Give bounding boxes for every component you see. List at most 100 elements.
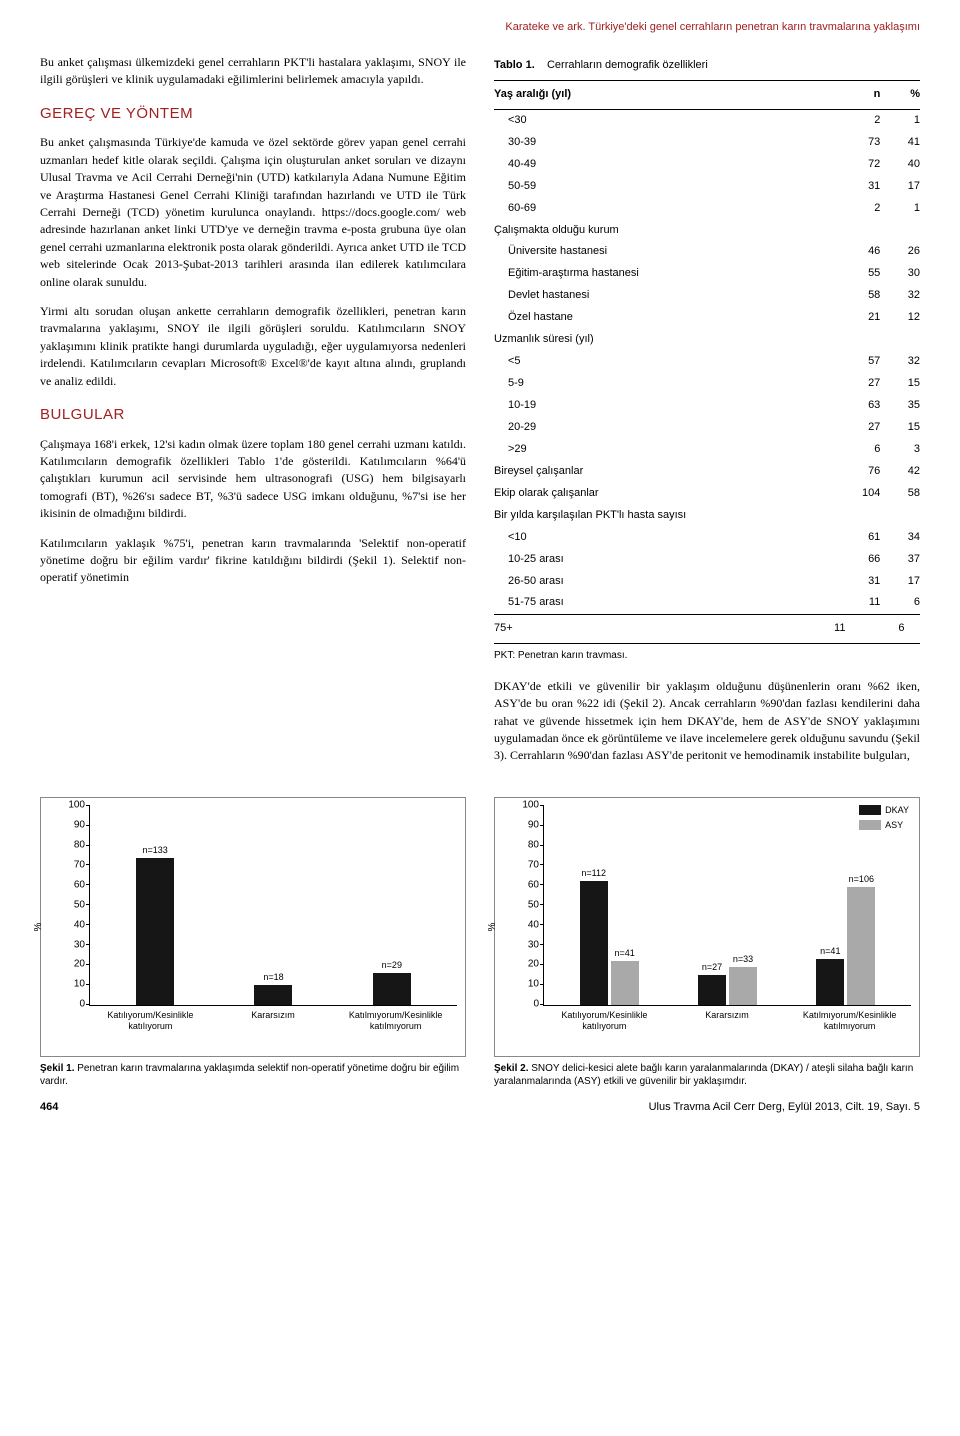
td-label: >29 [494, 439, 834, 461]
table-body: <302130-39734140-49724050-59311760-6921Ç… [494, 109, 920, 615]
table-row: <55732 [494, 351, 920, 373]
table-row: 20-292715 [494, 417, 920, 439]
xlabel: Kararsızım [666, 1010, 789, 1032]
ytick-mark [540, 984, 544, 985]
table-row: 26-50 arası3117 [494, 571, 920, 593]
td-label: <5 [494, 351, 834, 373]
table-row: 60-6921 [494, 198, 920, 220]
td-p: 1 [898, 109, 920, 131]
td-p: 32 [898, 285, 920, 307]
section-results: BULGULAR [40, 404, 466, 426]
ytick-mark [86, 864, 90, 865]
right-para: DKAY'de etkili ve güvenilir bir yaklaşım… [494, 678, 920, 765]
table-row: Devlet hastanesi5832 [494, 285, 920, 307]
bar-value-label: n=33 [733, 953, 753, 966]
table-row: Bireysel çalışanlar7642 [494, 461, 920, 483]
chart-2: DKAYASY % n=112n=41n=27n=33n=41n=106 010… [494, 797, 920, 1057]
ytick-label: 100 [514, 799, 539, 814]
td-n: 76 [834, 461, 898, 483]
section-methods: GEREÇ VE YÖNTEM [40, 103, 466, 125]
td-label: 26-50 arası [494, 571, 834, 593]
ytick-label: 60 [60, 878, 85, 893]
table-foot: PKT: Penetran karın travması. [494, 644, 920, 664]
td-label: 10-19 [494, 395, 834, 417]
td-label: 5-9 [494, 373, 834, 395]
chart1-plot: n=133n=18n=29 0102030405060708090100 [89, 806, 457, 1006]
td-n: 104 [834, 483, 898, 505]
ytick-mark [540, 964, 544, 965]
chart2-xlabels: Katılıyorum/KesinliklekatılıyorumKararsı… [543, 1010, 911, 1032]
td-p: 26 [898, 241, 920, 263]
td-label: Özel hastane [494, 307, 834, 329]
td-p [898, 220, 920, 242]
bar-value-label: n=41 [615, 947, 635, 960]
chart-1: % n=133n=18n=29 0102030405060708090100 K… [40, 797, 466, 1057]
td-n: 55 [834, 263, 898, 285]
ytick-mark [540, 864, 544, 865]
td-n: 31 [834, 571, 898, 593]
bar-group: n=133 [96, 858, 214, 1005]
chart2-caption-text: SNOY delici-kesici alete bağlı karın yar… [494, 1063, 913, 1087]
td-n: 58 [834, 285, 898, 307]
td-p: 40 [898, 154, 920, 176]
ytick-mark [540, 805, 544, 806]
td-p: 58 [898, 483, 920, 505]
ytick-mark [540, 845, 544, 846]
table-label: Tablo 1. [494, 59, 535, 71]
table-title-row: Tablo 1. Cerrahların demografik özellikl… [494, 54, 920, 80]
td-label: 75+ [494, 615, 834, 644]
table-row: <106134 [494, 527, 920, 549]
td-label: Ekip olarak çalışanlar [494, 483, 834, 505]
td-n: 73 [834, 132, 898, 154]
td-n: 21 [834, 307, 898, 329]
td-n: 63 [834, 395, 898, 417]
td-n: 2 [834, 198, 898, 220]
ytick-label: 40 [514, 918, 539, 933]
ytick-label: 80 [514, 838, 539, 853]
td-n: 2 [834, 109, 898, 131]
ytick-mark [86, 805, 90, 806]
bar-value-label: n=112 [581, 867, 606, 880]
ytick-label: 0 [60, 998, 85, 1013]
bar-group: n=41n=106 [787, 887, 905, 1004]
ytick-label: 50 [514, 898, 539, 913]
td-label: 40-49 [494, 154, 834, 176]
th-col1: Yaş aralığı (yıl) [494, 80, 834, 109]
td-p: 17 [898, 571, 920, 593]
td-p: 35 [898, 395, 920, 417]
td-p: 41 [898, 132, 920, 154]
ytick-label: 70 [514, 858, 539, 873]
td-label: 51-75 arası [494, 592, 834, 614]
ytick-mark [86, 1004, 90, 1005]
table-title: Cerrahların demografik özellikleri [547, 59, 708, 71]
intro-para: Bu anket çalışması ülkemizdeki genel cer… [40, 54, 466, 89]
ytick-mark [86, 944, 90, 945]
ytick-label: 100 [60, 799, 85, 814]
ytick-mark [86, 984, 90, 985]
table-1: Tablo 1. Cerrahların demografik özellikl… [494, 54, 920, 664]
td-label: 10-25 arası [494, 549, 834, 571]
td-label: 20-29 [494, 417, 834, 439]
ytick-label: 10 [514, 978, 539, 993]
table-row: Özel hastane2112 [494, 307, 920, 329]
td-p: 15 [898, 373, 920, 395]
table-row: 10-25 arası6637 [494, 549, 920, 571]
table-row: 10-196335 [494, 395, 920, 417]
td-label: <10 [494, 527, 834, 549]
ytick-mark [540, 904, 544, 905]
td-n: 66 [834, 549, 898, 571]
chart2-caption-label: Şekil 2. [494, 1063, 528, 1074]
chart1-ylabel: % [32, 922, 47, 931]
bar: n=27 [698, 975, 726, 1005]
chart1-xlabels: Katılıyorum/KesinliklekatılıyorumKararsı… [89, 1010, 457, 1032]
ytick-label: 40 [60, 918, 85, 933]
td-label: Bir yılda karşılaşılan PKT'lı hasta sayı… [494, 505, 834, 527]
td-n [834, 220, 898, 242]
td-p: 37 [898, 549, 920, 571]
ytick-label: 20 [514, 958, 539, 973]
chart-1-box: % n=133n=18n=29 0102030405060708090100 K… [40, 797, 466, 1088]
ytick-mark [86, 904, 90, 905]
td-p: 3 [898, 439, 920, 461]
chart1-caption-text: Penetran karın travmalarına yaklaşımda s… [40, 1063, 459, 1087]
bar-value-label: n=133 [143, 844, 168, 857]
